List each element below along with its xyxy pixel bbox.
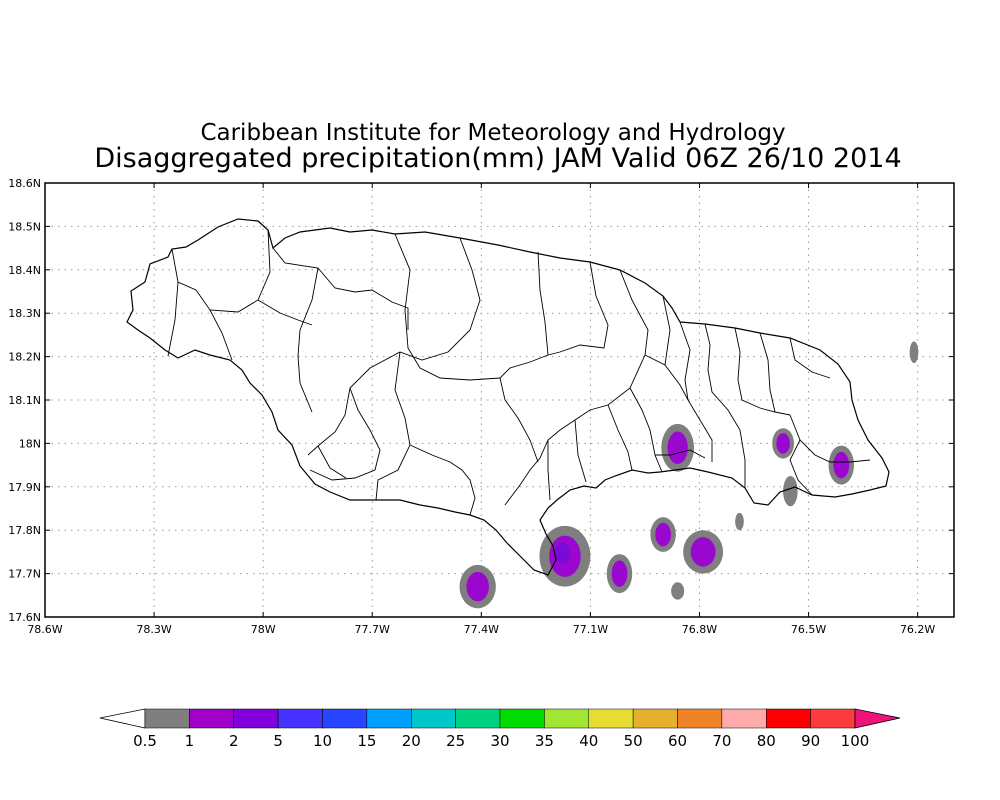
colorbar-label-9: 35 (535, 732, 554, 750)
colorbar-label-13: 70 (712, 732, 731, 750)
lon-label-3: 77.7W (355, 623, 390, 636)
precip-cell-7-inner (611, 560, 628, 587)
colorbar-swatch-0 (144, 708, 190, 729)
colorbar-label-16: 100 (841, 732, 870, 750)
latitude-labels: 18.6N 18.5N 18.4N 18.3N 18.2N 18.1N 18N 17.9N 17… (8, 177, 41, 624)
precipitation-field (459, 341, 919, 609)
colorbar-left-arrow (99, 708, 146, 729)
precip-cell-6-outer (735, 512, 744, 531)
precip-cell-1-inner (776, 433, 790, 454)
precip-cell-0 (661, 423, 695, 472)
precip-cell-2 (828, 445, 855, 485)
colorbar-swatch-2 (233, 708, 279, 729)
parish-boundaries (167, 229, 871, 516)
colorbar-swatch-1 (189, 708, 234, 729)
lat-label-8: 17.8N (8, 524, 41, 537)
colorbar-label-5: 15 (357, 732, 376, 750)
precip-cell-2-inner (833, 451, 850, 479)
jamaica-coastline (126, 218, 890, 576)
lat-label-4: 18.2N (8, 351, 41, 364)
lat-label-3: 18.3N (8, 307, 41, 320)
precip-cell-10-inner (466, 571, 489, 602)
colorbar-swatch-10 (588, 708, 634, 729)
lon-label-4: 77.4W (464, 623, 499, 636)
lat-label-2: 18.4N (8, 264, 41, 277)
precip-cell-5 (683, 530, 724, 574)
precip-cell-8 (671, 582, 685, 600)
precip-cell-5-inner (690, 537, 716, 567)
precip-cell-1 (772, 428, 795, 459)
colorbar-label-7: 25 (446, 732, 465, 750)
lon-label-5: 77.1W (573, 623, 608, 636)
precip-cell-11-outer (909, 341, 919, 364)
lon-label-1: 78.3W (136, 623, 171, 636)
map-plot-area: 18.6N 18.5N 18.4N 18.3N 18.2N 18.1N 18N 17.9N 17… (8, 177, 955, 636)
lon-label-6: 76.8W (682, 623, 717, 636)
precip-cell-4-inner (655, 522, 672, 547)
colorbar-label-12: 60 (668, 732, 687, 750)
colorbar-swatch-3 (277, 708, 323, 729)
lon-label-7: 76.5W (791, 623, 826, 636)
precip-cell-7 (606, 554, 633, 594)
colorbar-swatch-13 (721, 708, 767, 729)
precip-cell-4 (650, 517, 676, 552)
title-line-1: Caribbean Institute for Meteorology and … (200, 120, 785, 146)
lat-label-10: 17.6N (8, 611, 41, 624)
precip-cell-3-outer (783, 475, 798, 507)
colorbar-label-1: 1 (185, 732, 195, 750)
lat-label-9: 17.7N (8, 568, 41, 581)
colorbar-swatch-5 (366, 708, 412, 729)
colorbar-swatch-14 (766, 708, 811, 729)
lon-label-2: 78W (251, 623, 276, 636)
colorbar-swatch-4 (322, 708, 368, 729)
colorbar-label-8: 30 (490, 732, 509, 750)
colorbar-label-0: 0.5 (133, 732, 157, 750)
longitude-labels: 78.6W 78.3W 78W 77.7W 77.4W 77.1W 76.8W 76.5W 76… (27, 623, 935, 636)
lat-label-0: 18.6N (8, 177, 41, 190)
lon-label-0: 78.6W (27, 623, 62, 636)
colorbar-label-11: 50 (624, 732, 643, 750)
colorbar-label-10: 40 (579, 732, 598, 750)
lon-label-8: 76.2W (900, 623, 935, 636)
colorbar-swatch-6 (411, 708, 456, 729)
colorbar-label-2: 2 (229, 732, 239, 750)
precip-cell-3 (783, 475, 798, 507)
colorbar-label-15: 90 (801, 732, 820, 750)
precip-cell-10 (459, 564, 496, 609)
colorbar-swatch-7 (455, 708, 501, 729)
lat-label-6: 18N (19, 437, 41, 450)
precip-cell-9 (539, 525, 591, 587)
axis-ticks (44, 182, 954, 618)
colorbar-label-14: 80 (757, 732, 776, 750)
colorbar-label-6: 20 (402, 732, 421, 750)
colorbar-label-3: 5 (273, 732, 283, 750)
colorbar-swatch-11 (632, 708, 678, 729)
lat-label-1: 18.5N (8, 220, 41, 233)
precip-cell-8-outer (671, 582, 685, 600)
precipitation-colorbar: 0.5 1 2 5 10 15 20 25 30 35 40 50 60 70 80 90 100 (99, 708, 901, 750)
precip-cell-6 (735, 512, 744, 531)
colorbar-swatch-15 (810, 708, 856, 729)
colorbar-right-arrow (854, 708, 901, 729)
colorbar-swatch-12 (677, 708, 723, 729)
title-line-2: Disaggregated precipitation(mm) JAM Vali… (94, 143, 901, 174)
precip-cell-11 (909, 341, 919, 364)
colorbar-label-4: 10 (313, 732, 332, 750)
lat-label-7: 17.9N (8, 481, 41, 494)
colorbar-swatch-9 (544, 708, 589, 729)
colorbar-swatch-8 (499, 708, 545, 729)
precip-cell-9-core (554, 542, 571, 564)
lat-label-5: 18.1N (8, 394, 41, 407)
precip-cell-0-inner (667, 431, 688, 464)
